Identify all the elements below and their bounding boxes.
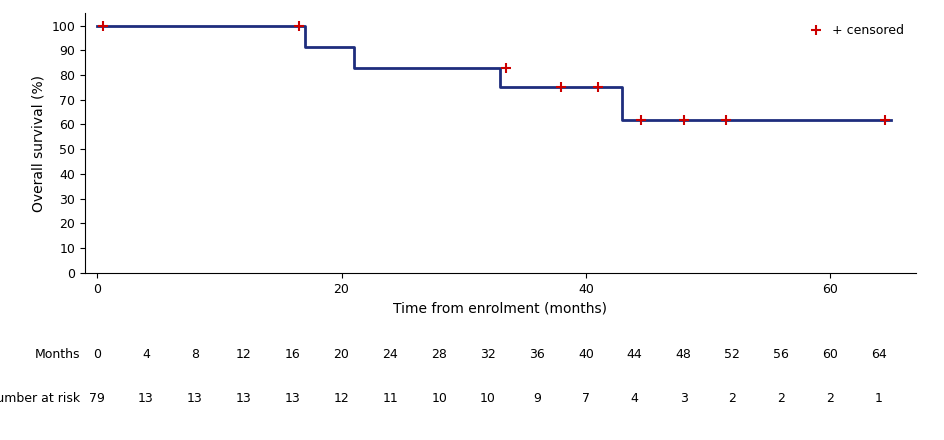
Text: Number at risk: Number at risk bbox=[0, 392, 80, 405]
Text: 64: 64 bbox=[871, 348, 887, 361]
Text: 13: 13 bbox=[138, 392, 154, 405]
Text: 13: 13 bbox=[187, 392, 203, 405]
Text: 12: 12 bbox=[333, 392, 349, 405]
Text: 10: 10 bbox=[480, 392, 496, 405]
Text: 79: 79 bbox=[90, 392, 105, 405]
X-axis label: Time from enrolment (months): Time from enrolment (months) bbox=[394, 301, 607, 315]
Legend: + censored: + censored bbox=[799, 19, 909, 42]
Text: 40: 40 bbox=[578, 348, 594, 361]
Text: 1: 1 bbox=[875, 392, 883, 405]
Text: 48: 48 bbox=[676, 348, 692, 361]
Text: 60: 60 bbox=[822, 348, 838, 361]
Text: 7: 7 bbox=[582, 392, 590, 405]
Text: 3: 3 bbox=[680, 392, 687, 405]
Text: 13: 13 bbox=[236, 392, 252, 405]
Text: 52: 52 bbox=[724, 348, 740, 361]
Text: 4: 4 bbox=[631, 392, 639, 405]
Text: Months: Months bbox=[35, 348, 80, 361]
Text: 2: 2 bbox=[826, 392, 834, 405]
Text: 4: 4 bbox=[143, 348, 150, 361]
Text: 56: 56 bbox=[773, 348, 789, 361]
Text: 8: 8 bbox=[191, 348, 199, 361]
Text: 36: 36 bbox=[529, 348, 545, 361]
Text: 10: 10 bbox=[431, 392, 447, 405]
Text: 2: 2 bbox=[777, 392, 785, 405]
Text: 20: 20 bbox=[333, 348, 349, 361]
Text: 0: 0 bbox=[93, 348, 101, 361]
Text: 28: 28 bbox=[431, 348, 447, 361]
Text: 11: 11 bbox=[382, 392, 398, 405]
Text: 2: 2 bbox=[729, 392, 736, 405]
Text: 16: 16 bbox=[285, 348, 300, 361]
Y-axis label: Overall survival (%): Overall survival (%) bbox=[32, 74, 46, 212]
Text: 9: 9 bbox=[533, 392, 541, 405]
Text: 12: 12 bbox=[236, 348, 252, 361]
Text: 24: 24 bbox=[382, 348, 398, 361]
Text: 44: 44 bbox=[627, 348, 643, 361]
Text: 13: 13 bbox=[285, 392, 300, 405]
Text: 32: 32 bbox=[480, 348, 496, 361]
